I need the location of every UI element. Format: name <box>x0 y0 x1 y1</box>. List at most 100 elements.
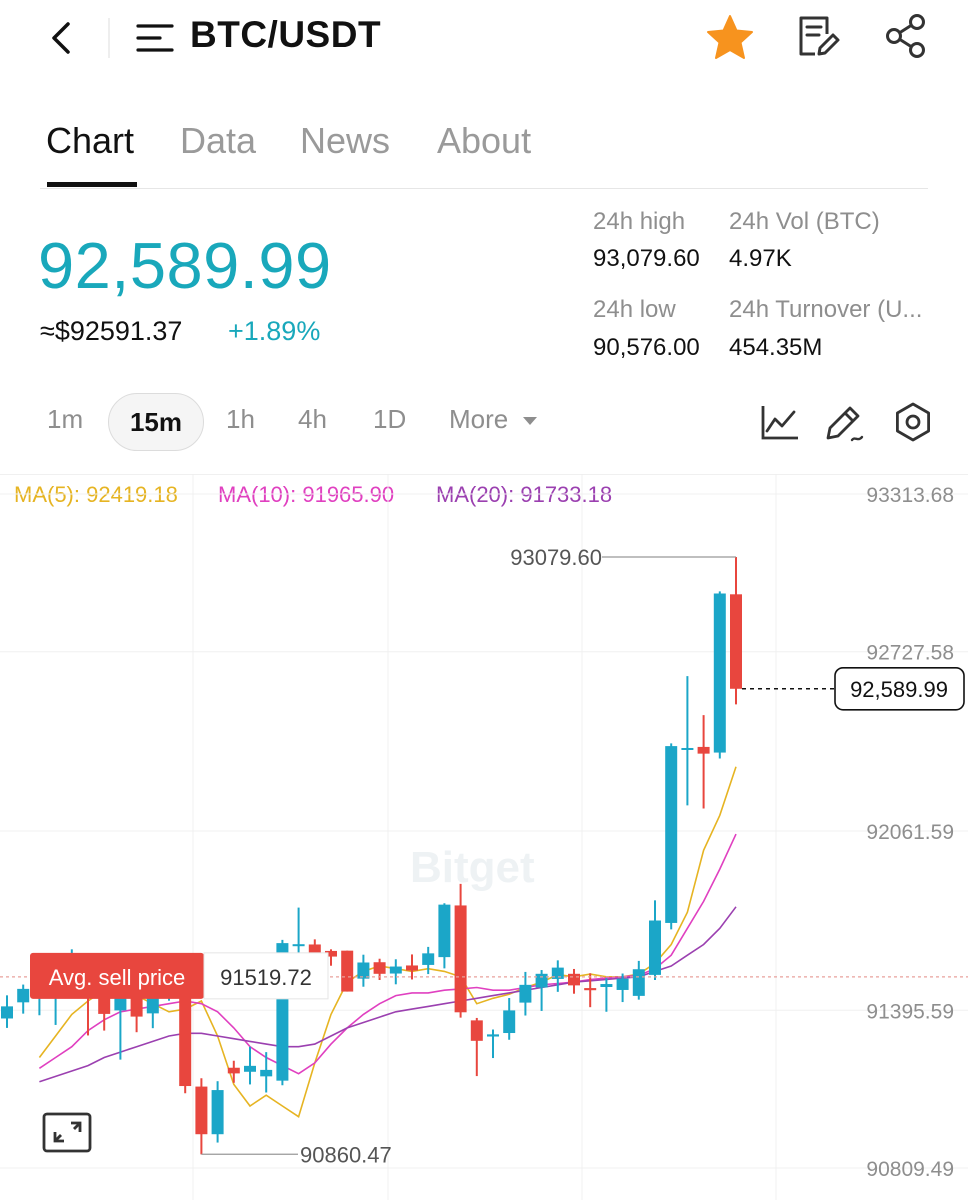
candle-body <box>373 962 386 974</box>
active-tab-indicator <box>47 182 137 187</box>
candle-body <box>713 593 726 753</box>
high-marker-label: 93079.60 <box>510 545 602 570</box>
pair-menu-button[interactable] <box>134 18 178 58</box>
fullscreen-icon <box>42 1112 92 1153</box>
avg-sell-tag <box>30 952 204 999</box>
current-price-label: 92,589.99 <box>850 677 948 702</box>
low-24h-label: 24h low <box>593 296 676 323</box>
interval-more[interactable]: More <box>449 404 539 435</box>
candle-body <box>341 950 354 992</box>
candle-body <box>551 967 564 979</box>
settings-icon <box>896 402 930 442</box>
share-icon <box>886 14 925 58</box>
candle-body <box>130 994 143 1017</box>
turnover-24h-label: 24h Turnover (U... <box>729 296 923 323</box>
candle-body <box>17 988 30 1003</box>
candle-body <box>179 984 192 1087</box>
chart-settings-button[interactable] <box>891 400 935 444</box>
interval-1h[interactable]: 1h <box>226 404 255 434</box>
section-tabs: Chart Data News About <box>0 116 968 190</box>
candle-body <box>649 920 661 975</box>
tabs-divider <box>40 188 928 189</box>
vol-24h-value: 4.97K <box>729 245 792 272</box>
candle-body <box>681 747 694 750</box>
interval-more-label: More <box>449 404 509 434</box>
star-icon <box>707 15 753 59</box>
y-tick-label: 92061.59 <box>866 821 954 844</box>
low-24h-value: 90,576.00 <box>593 334 700 361</box>
chart-overlays: 93079.60 90860.47 Avg. sell price 91519.72 9… <box>0 545 968 1167</box>
price-change-percent: +1.89% <box>228 316 321 346</box>
vol-24h-label: 24h Vol (BTC) <box>729 208 880 235</box>
candle-body <box>389 966 402 974</box>
avg-sell-label: Avg. sell price <box>49 965 186 990</box>
pair-title[interactable]: BTC/USDT <box>190 14 382 55</box>
tab-chart[interactable]: Chart <box>46 120 135 161</box>
current-price-box <box>834 666 965 711</box>
y-axis: 93313.68 92727.58 92061.59 91395.59 90809.49 <box>866 484 954 1181</box>
candle-body <box>470 1020 483 1041</box>
back-button[interactable] <box>40 16 84 60</box>
candle-body <box>665 746 678 923</box>
candle-body <box>227 1067 240 1074</box>
caret-down-icon <box>523 417 538 426</box>
low-marker-label: 90860.47 <box>300 1142 392 1167</box>
candle-body <box>535 973 548 988</box>
candle-body <box>1 1006 13 1019</box>
candle-body <box>584 988 597 991</box>
candle-body <box>600 984 613 987</box>
fullscreen-button[interactable] <box>42 1112 94 1154</box>
chart-grid <box>0 474 968 1200</box>
tab-about[interactable]: About <box>437 120 532 161</box>
share-button[interactable] <box>880 10 932 62</box>
candle-body <box>244 1065 256 1072</box>
candle-body <box>487 1034 499 1037</box>
y-tick-label: 92727.58 <box>866 642 954 665</box>
candle-body <box>568 973 580 986</box>
y-tick-label: 91395.59 <box>866 1000 954 1023</box>
candle-body <box>211 1090 224 1135</box>
drawing-tools-button[interactable] <box>822 400 866 444</box>
candles <box>1 557 742 1155</box>
interval-4h[interactable]: 4h <box>298 404 327 434</box>
candle-body <box>616 978 629 990</box>
candle-body <box>730 594 742 689</box>
candle-body <box>195 1086 208 1135</box>
candle-body <box>406 965 418 971</box>
chart-type-button[interactable] <box>758 400 802 444</box>
avg-sell-value-box <box>203 952 329 1000</box>
candle-body <box>503 1010 516 1034</box>
tab-data[interactable]: Data <box>180 120 257 161</box>
y-tick-label: 90809.49 <box>866 1158 954 1181</box>
candle-body <box>292 944 305 947</box>
high-24h-label: 24h high <box>593 208 686 235</box>
candle-body <box>454 905 467 1013</box>
candle-body <box>519 984 532 1003</box>
interval-1d[interactable]: 1D <box>373 404 407 434</box>
notes-icon <box>799 16 840 56</box>
candlestick-chart[interactable]: Bitget 93079.60 90860.47 Avg. sell price 91… <box>0 474 968 1200</box>
header-divider <box>108 18 110 58</box>
tab-news[interactable]: News <box>300 120 391 161</box>
interval-1m[interactable]: 1m <box>47 404 84 434</box>
interval-15m-label: 15m <box>129 407 183 437</box>
candle-body <box>697 746 710 754</box>
last-price: 92,589.99 <box>38 229 332 302</box>
candle-body <box>260 1069 273 1077</box>
high-24h-value: 93,079.60 <box>593 245 700 272</box>
candle-body <box>438 904 451 958</box>
candle-body <box>422 953 435 965</box>
draw-icon <box>826 406 864 442</box>
line-chart-icon <box>761 406 798 440</box>
candle-body <box>357 962 370 979</box>
top-bar: BTC/USDT <box>0 0 968 80</box>
candle-body <box>325 950 337 957</box>
interval-15m[interactable]: 15m <box>108 393 204 451</box>
usd-equivalent: ≈$92591.37 <box>40 316 183 346</box>
favorite-button[interactable] <box>704 12 756 64</box>
watermark: Bitget <box>410 843 535 892</box>
chevron-left-icon <box>52 22 70 54</box>
candle-body <box>632 969 645 996</box>
ma20-line <box>39 906 737 1083</box>
notes-button[interactable] <box>793 12 841 60</box>
